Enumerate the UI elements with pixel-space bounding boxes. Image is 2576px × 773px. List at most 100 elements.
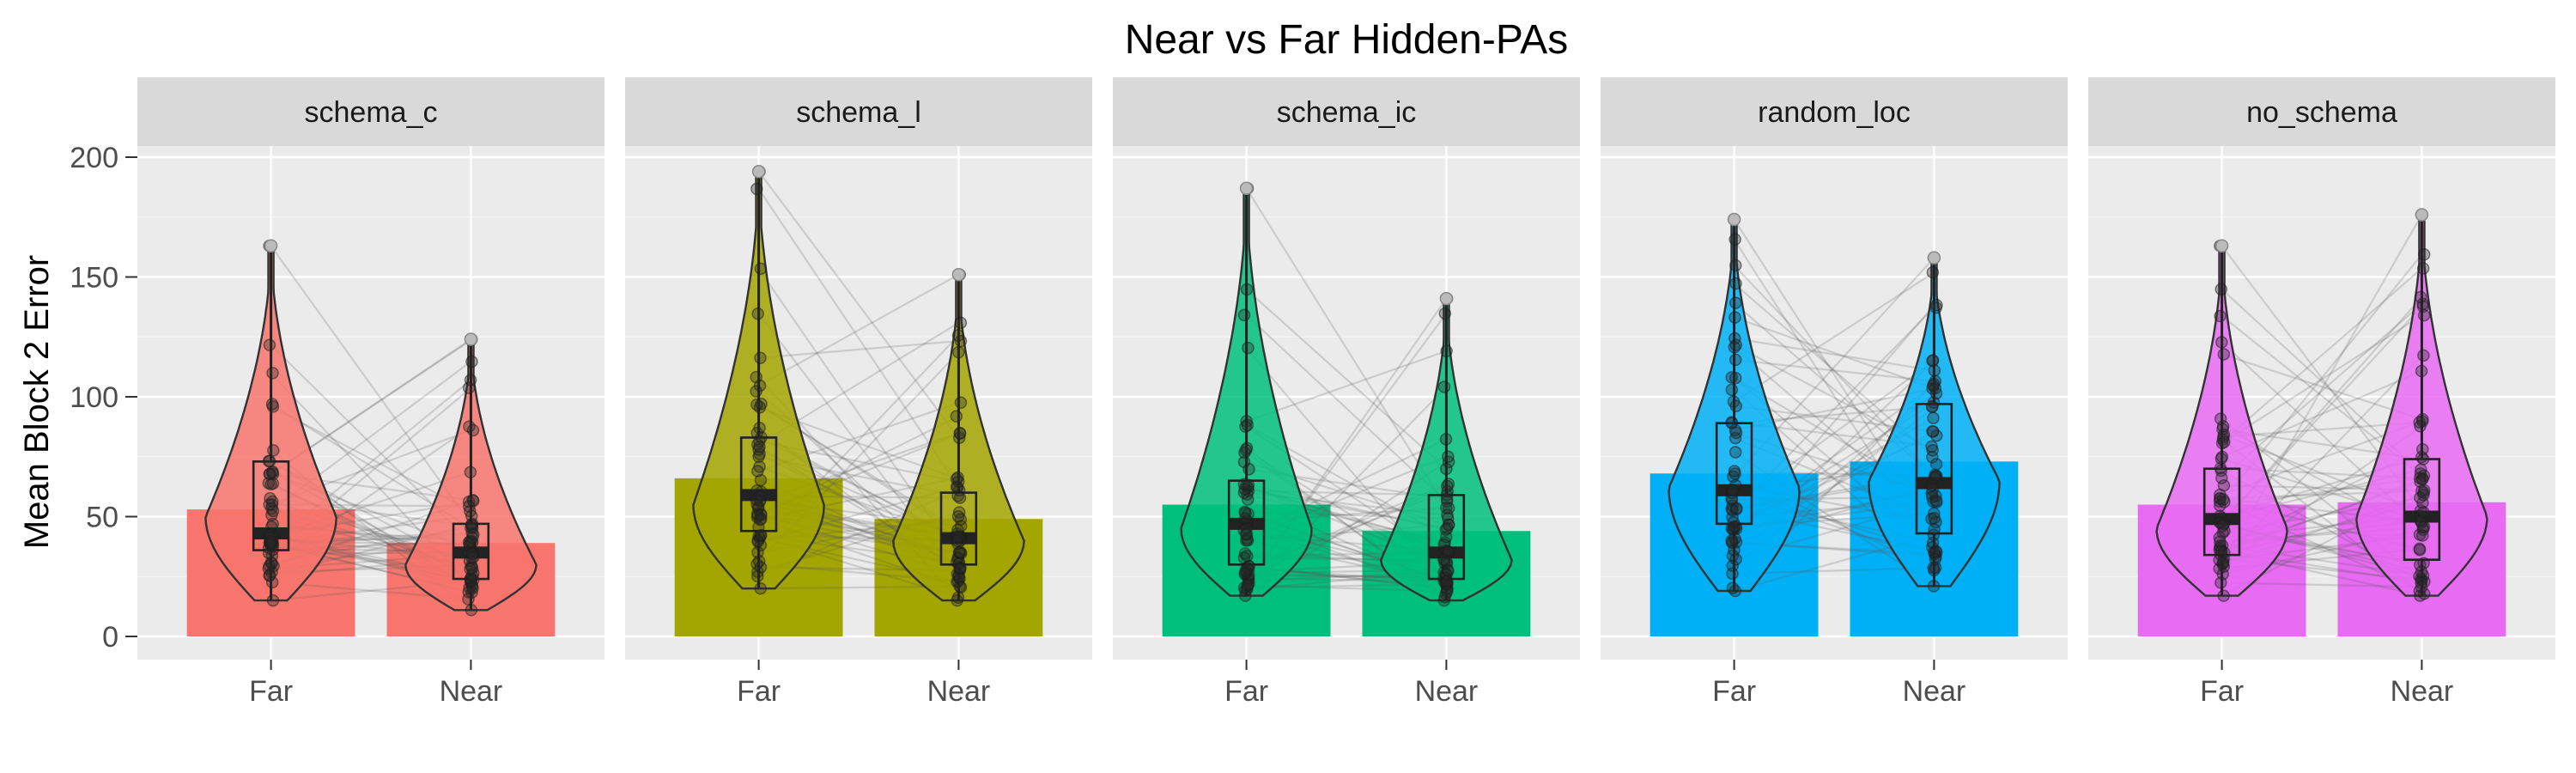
subject-line xyxy=(1246,350,1447,423)
subject-point xyxy=(2413,544,2427,557)
max-point xyxy=(751,164,766,179)
subject-point xyxy=(751,535,764,548)
subject-points xyxy=(1237,181,1455,607)
subject-point xyxy=(1242,341,1255,355)
subject-point xyxy=(1440,575,1453,588)
subject-point xyxy=(1440,344,1453,358)
subject-point xyxy=(750,370,762,384)
subject-point xyxy=(753,440,766,453)
subject-point xyxy=(951,490,964,502)
subject-point xyxy=(465,518,478,531)
subject-point xyxy=(951,534,964,547)
subject-point xyxy=(1726,581,1740,594)
subject-point xyxy=(463,420,476,433)
subject-point xyxy=(264,478,277,491)
subject-point xyxy=(953,491,967,504)
subject-point xyxy=(467,528,480,541)
x-tick-label: Far xyxy=(1712,675,1756,708)
subject-point xyxy=(1727,515,1740,529)
subject-point xyxy=(1930,299,1943,312)
subject-point xyxy=(753,422,766,435)
subject-point xyxy=(2217,589,2230,602)
subject-point xyxy=(1926,451,1939,464)
facet-strip-label: random_loc xyxy=(1758,96,1911,129)
subject-point xyxy=(1442,545,1455,558)
subject-point xyxy=(754,513,767,526)
subject-line xyxy=(758,339,959,359)
max-point xyxy=(1727,212,1741,227)
facet-panel-schema_l: schema_l Far Near xyxy=(625,77,1092,708)
subject-point xyxy=(1926,424,1939,438)
subject-point xyxy=(950,410,963,423)
box-median xyxy=(253,527,289,540)
subject-line xyxy=(758,273,959,386)
subject-line xyxy=(2221,314,2423,444)
subject-point xyxy=(1725,417,1739,429)
subject-line xyxy=(2221,267,2423,443)
subject-point xyxy=(1439,433,1453,446)
subject-point xyxy=(952,431,966,445)
x-tick-label: Near xyxy=(2391,675,2454,708)
x-tick-label: Near xyxy=(1903,675,1966,708)
subject-point xyxy=(2415,581,2428,593)
facet-strip xyxy=(1113,77,1580,146)
subject-point xyxy=(1239,527,1253,541)
facet-strip xyxy=(137,77,605,146)
subject-line xyxy=(2221,581,2422,588)
subject-point xyxy=(1241,418,1255,432)
x-tick-label: Near xyxy=(440,675,503,708)
subject-point xyxy=(1929,494,1943,508)
subject-point xyxy=(2215,336,2228,349)
subject-point xyxy=(751,569,764,583)
subject-point xyxy=(1241,579,1255,592)
subject-line xyxy=(757,188,960,489)
max-point xyxy=(1439,291,1454,306)
subject-point xyxy=(2215,472,2228,484)
subject-point xyxy=(1239,507,1252,520)
subject-points xyxy=(2213,208,2431,602)
subject-line xyxy=(270,245,472,525)
subject-point xyxy=(2215,545,2228,557)
subject-point xyxy=(464,563,477,575)
subject-point xyxy=(1925,399,1939,413)
subject-point xyxy=(2414,290,2427,304)
subject-point xyxy=(1725,383,1739,397)
x-tick-label: Far xyxy=(737,675,781,708)
subject-line xyxy=(1245,289,1448,470)
subject-point xyxy=(2217,478,2231,492)
subject-point xyxy=(462,500,476,513)
subject-point xyxy=(265,575,279,589)
subject-point xyxy=(1442,450,1455,463)
subject-point xyxy=(1729,353,1742,367)
subject-point xyxy=(1729,371,1742,385)
subject-point xyxy=(954,316,968,330)
subject-point xyxy=(2416,297,2429,311)
subject-point xyxy=(755,508,768,522)
y-tick-label: 0 xyxy=(102,621,118,654)
subject-point xyxy=(1438,307,1452,320)
max-point xyxy=(464,332,478,346)
subject-point xyxy=(465,604,478,617)
facet-strip-label: schema_l xyxy=(796,96,921,129)
subject-point xyxy=(754,351,767,365)
subject-point xyxy=(2214,309,2227,323)
subject-point xyxy=(1728,520,1741,533)
subject-point xyxy=(1729,259,1742,272)
subject-point xyxy=(755,430,768,444)
subject-point xyxy=(1925,440,1938,453)
subject-point xyxy=(1927,379,1940,393)
subject-point xyxy=(1239,420,1252,433)
subject-point xyxy=(2215,450,2229,464)
subject-point xyxy=(1725,533,1739,547)
max-point xyxy=(2415,208,2429,222)
x-tick-label: Far xyxy=(1224,675,1268,708)
facet-panel-no_schema: no_schema Far Near xyxy=(2088,77,2555,708)
y-tick-label: 100 xyxy=(70,381,118,414)
subject-point xyxy=(262,562,276,575)
subject-point xyxy=(951,591,965,604)
subject-point xyxy=(755,397,768,411)
subject-point xyxy=(750,182,763,196)
subject-point xyxy=(2417,506,2430,519)
subject-line xyxy=(1734,358,1935,383)
max-point xyxy=(1239,181,1254,196)
